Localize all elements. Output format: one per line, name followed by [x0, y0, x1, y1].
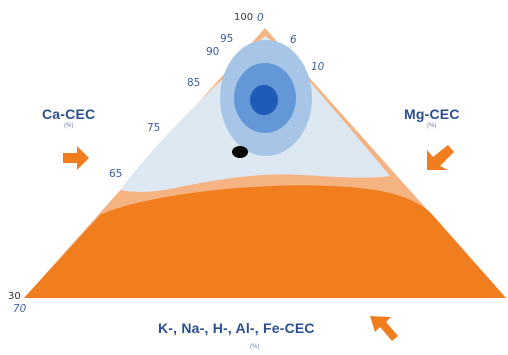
low-ca-mg-region — [24, 185, 506, 298]
ca-tick-100: 100 — [234, 12, 254, 23]
mg-axis-unit: (%) — [427, 123, 437, 129]
arrow-up-left-icon — [370, 316, 398, 341]
ca-tick-75: 75 — [147, 122, 161, 134]
sample-point — [232, 146, 248, 158]
ca-tick-85: 85 — [187, 77, 201, 89]
other-tick-70: 70 — [13, 303, 27, 315]
ca-axis-title: Ca-CEC — [42, 106, 96, 122]
mg-axis-title: Mg-CEC — [404, 106, 460, 122]
arrow-down-left-icon — [427, 145, 454, 170]
ca-tick-30: 30 — [8, 291, 21, 302]
ca-tick-95: 95 — [220, 33, 234, 45]
ca-tick-65: 65 — [109, 168, 123, 180]
mg-tick-10: 10 — [311, 61, 325, 73]
ca-axis-unit: (%) — [64, 123, 74, 129]
arrow-right-icon — [63, 146, 89, 170]
other-axis-title: K-, Na-, H-, Al-, Fe-CEC — [158, 320, 315, 336]
other-axis-unit: (%) — [250, 344, 260, 350]
mg-tick-0: 0 — [257, 12, 264, 24]
optimum-zone-core — [250, 85, 278, 115]
mg-tick-6: 6 — [290, 34, 297, 46]
ca-tick-90: 90 — [206, 46, 220, 58]
